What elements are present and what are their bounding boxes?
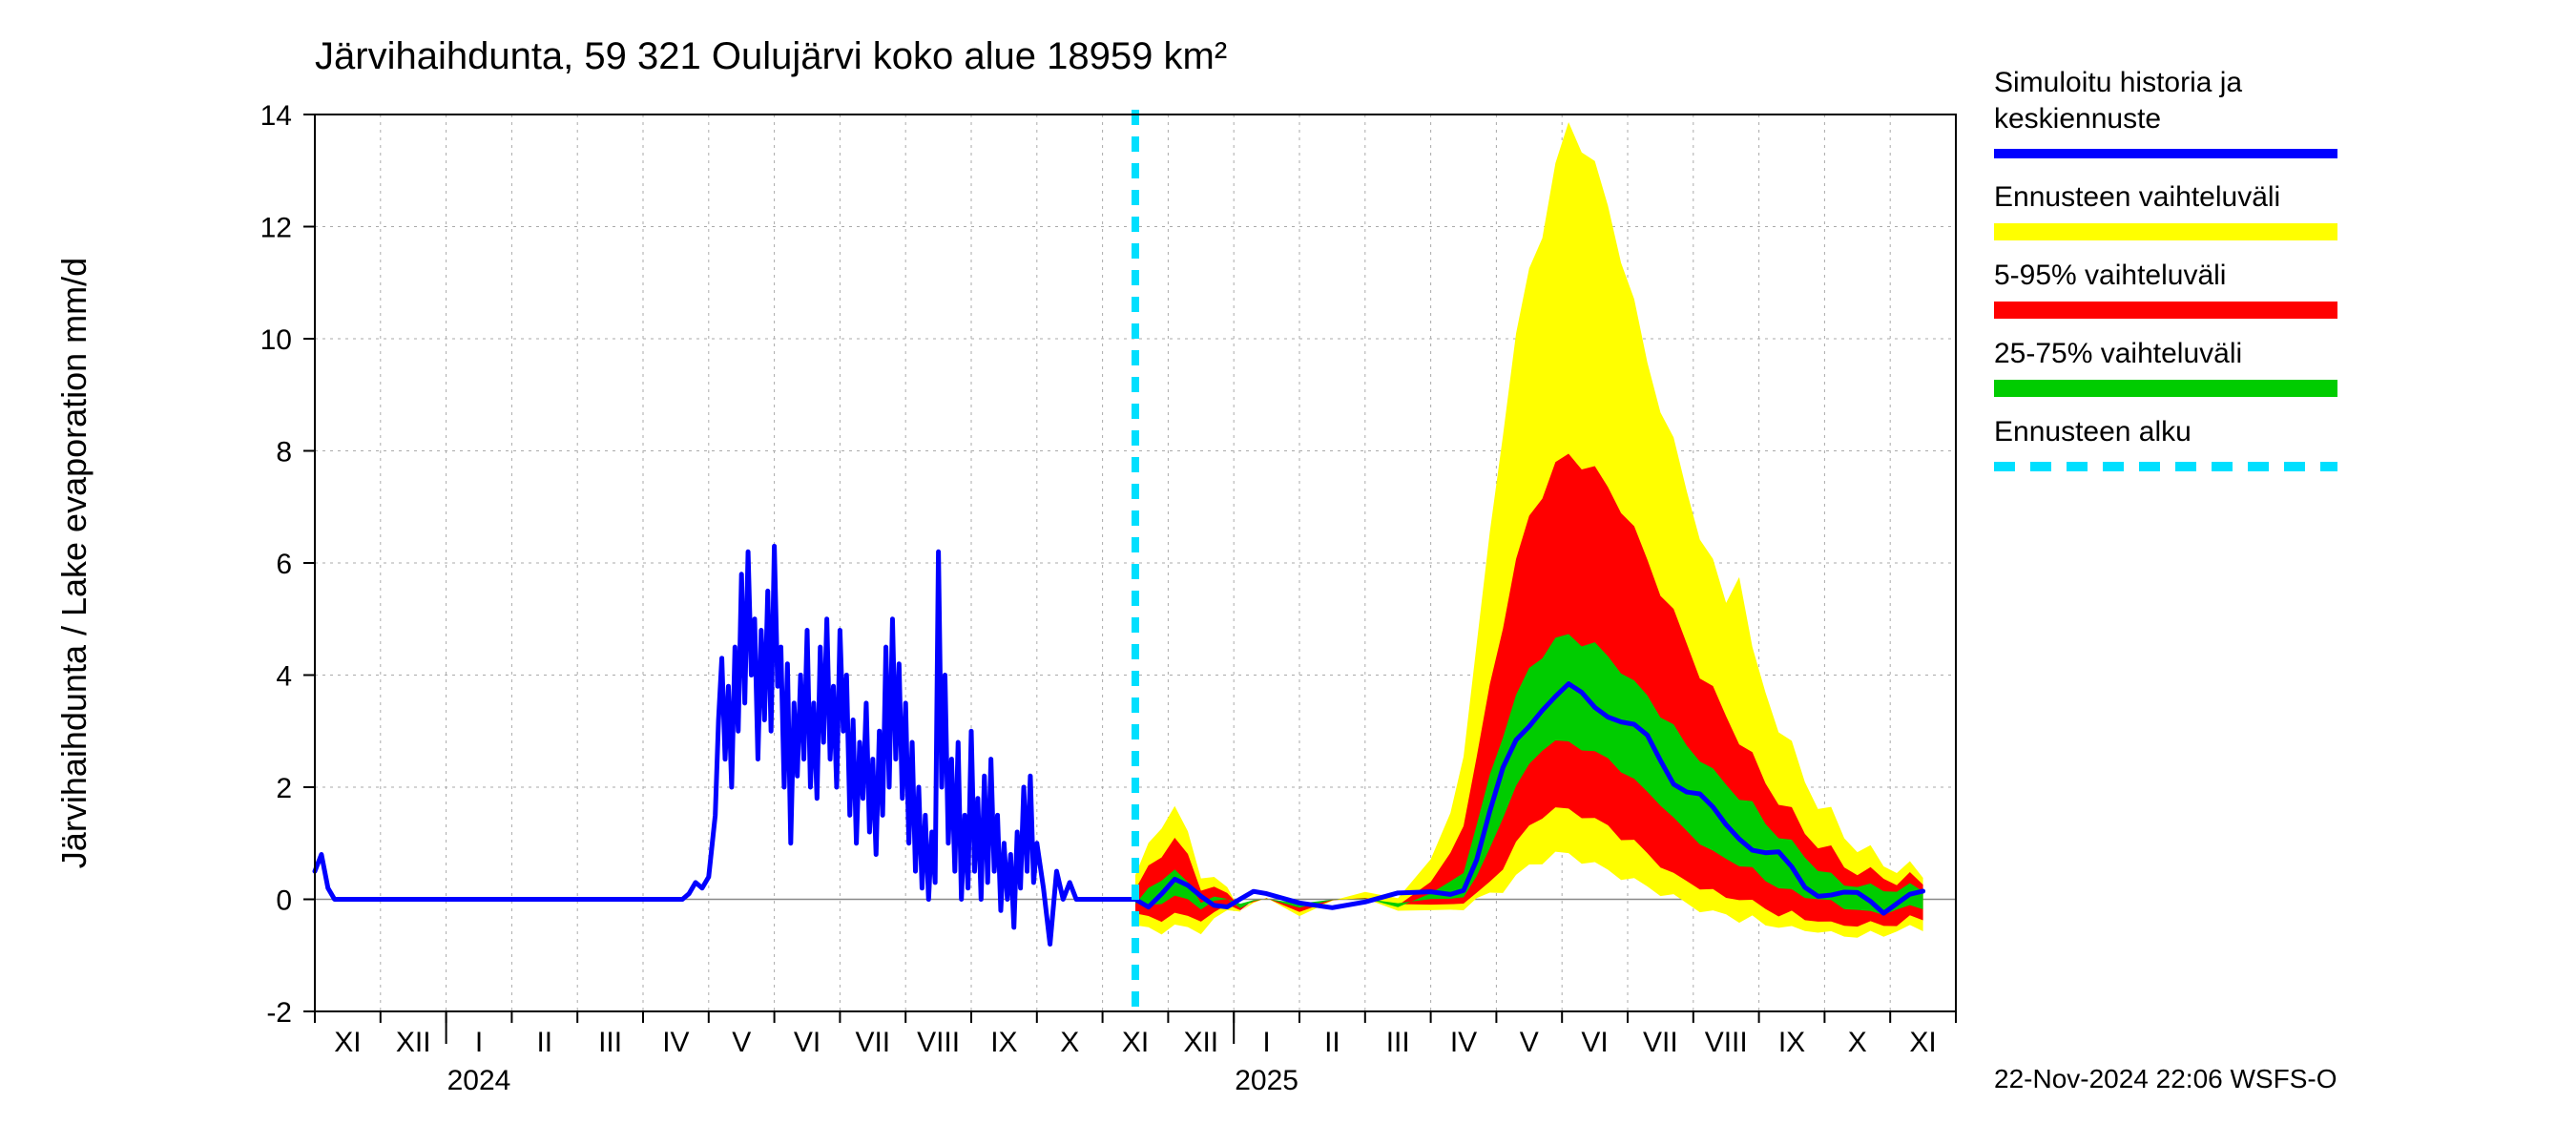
month-label: II [536, 1027, 552, 1058]
legend-label: Ennusteen vaihteluväli [1994, 181, 2280, 213]
ytick-label: 6 [276, 549, 292, 580]
ytick-label: 14 [260, 100, 292, 132]
month-label: V [732, 1027, 751, 1058]
legend-swatch [1994, 380, 2337, 397]
legend-label: Simuloitu historia ja [1994, 67, 2242, 98]
month-label: I [1262, 1027, 1270, 1058]
month-label: X [1848, 1027, 1867, 1058]
ytick-label: 2 [276, 773, 292, 804]
month-label: III [1386, 1027, 1410, 1058]
history-line [315, 546, 1135, 944]
ytick-label: 0 [276, 885, 292, 917]
ytick-label: 12 [260, 213, 292, 244]
ytick-label: 10 [260, 324, 292, 356]
chart-svg: -202468101214XIXIIIIIIIIIVVVIVIIVIIIIXXX… [0, 0, 2576, 1145]
chart-title: Järvihaihdunta, 59 321 Oulujärvi koko al… [315, 35, 1227, 77]
month-label: IV [1450, 1027, 1477, 1058]
month-label: VI [794, 1027, 821, 1058]
ytick-label: 8 [276, 437, 292, 468]
chart-container: -202468101214XIXIIIIIIIIIVVVIVIIVIIIIXXX… [0, 0, 2576, 1145]
month-label: VII [855, 1027, 890, 1058]
legend-label: 25-75% vaihteluväli [1994, 338, 2242, 369]
legend-label: 5-95% vaihteluväli [1994, 260, 2226, 291]
year-label: 2024 [447, 1065, 511, 1096]
month-label: VII [1643, 1027, 1678, 1058]
month-label: VIII [917, 1027, 960, 1058]
month-label: II [1324, 1027, 1340, 1058]
ytick-label: 4 [276, 661, 292, 693]
legend-label: keskiennuste [1994, 103, 2161, 135]
legend-swatch [1994, 302, 2337, 319]
month-label: XI [1909, 1027, 1936, 1058]
month-label: VIII [1705, 1027, 1748, 1058]
legend-swatch [1994, 223, 2337, 240]
ytick-label: -2 [266, 997, 292, 1029]
y-axis-label: Järvihaihdunta / Lake evaporation mm/d [54, 258, 93, 868]
month-label: IX [990, 1027, 1017, 1058]
month-label: VI [1581, 1027, 1608, 1058]
year-label: 2025 [1235, 1065, 1298, 1096]
month-label: IV [662, 1027, 689, 1058]
month-label: XII [396, 1027, 431, 1058]
month-label: XI [334, 1027, 361, 1058]
month-label: IX [1778, 1027, 1805, 1058]
legend-label: Ennusteen alku [1994, 416, 2192, 448]
month-label: V [1520, 1027, 1539, 1058]
month-label: XII [1183, 1027, 1218, 1058]
footer-timestamp: 22-Nov-2024 22:06 WSFS-O [1994, 1064, 2337, 1093]
month-label: XI [1122, 1027, 1149, 1058]
month-label: I [475, 1027, 483, 1058]
month-label: X [1060, 1027, 1079, 1058]
month-label: III [598, 1027, 622, 1058]
